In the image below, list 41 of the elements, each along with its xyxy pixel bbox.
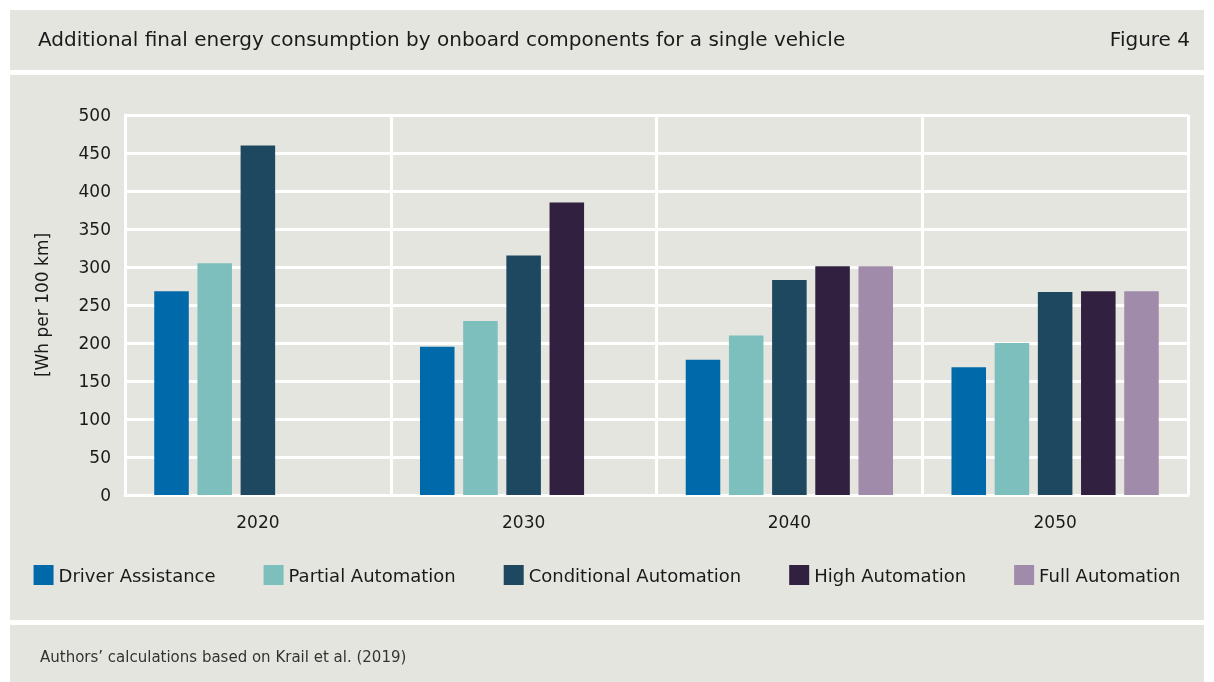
bar <box>154 291 189 495</box>
bar <box>772 279 807 495</box>
chart-title: Additional final energy consumption by onboard components for a single vehicle <box>38 27 846 51</box>
y-tick-label: 50 <box>89 447 111 467</box>
y-tick-label: 100 <box>78 409 111 429</box>
y-tick-label: 300 <box>78 257 111 277</box>
bar <box>858 266 894 495</box>
bar <box>197 263 232 495</box>
legend-label: Full Automation <box>1039 564 1181 586</box>
legend-label: Driver Assistance <box>58 564 216 586</box>
y-tick-label: 450 <box>78 143 111 163</box>
y-tick-label: 350 <box>78 219 111 239</box>
bar <box>815 266 850 495</box>
y-tick-label: 200 <box>78 333 111 353</box>
bar <box>994 343 1030 495</box>
bar <box>1081 291 1116 495</box>
bar <box>463 320 498 495</box>
bar <box>1124 291 1159 495</box>
legend-label: High Automation <box>814 564 967 586</box>
y-axis-title: [Wh per 100 km] <box>31 232 52 378</box>
y-tick-label: 250 <box>78 295 111 315</box>
bar <box>685 359 721 495</box>
y-tick-label: 500 <box>78 105 111 125</box>
bar <box>951 367 987 495</box>
bar <box>419 346 455 495</box>
bar <box>506 255 541 495</box>
x-tick-label: 2020 <box>236 511 280 532</box>
legend-label: Conditional Automation <box>528 564 742 586</box>
legend-label: Partial Automation <box>288 564 456 586</box>
bar <box>1037 292 1073 495</box>
y-tick-label: 400 <box>78 181 111 201</box>
bar <box>549 202 585 495</box>
bar <box>240 145 276 495</box>
y-tick-label: 0 <box>100 485 111 505</box>
x-tick-label: 2030 <box>501 511 546 532</box>
bar <box>728 335 764 495</box>
x-tick-label: 2040 <box>767 511 812 532</box>
text: Authors’ calculations based on Krail et al. (2019) <box>40 648 407 666</box>
y-tick-label: 150 <box>78 371 111 391</box>
caption: Figure 4 <box>1109 27 1190 51</box>
x-tick-label: 2050 <box>1033 511 1077 532</box>
